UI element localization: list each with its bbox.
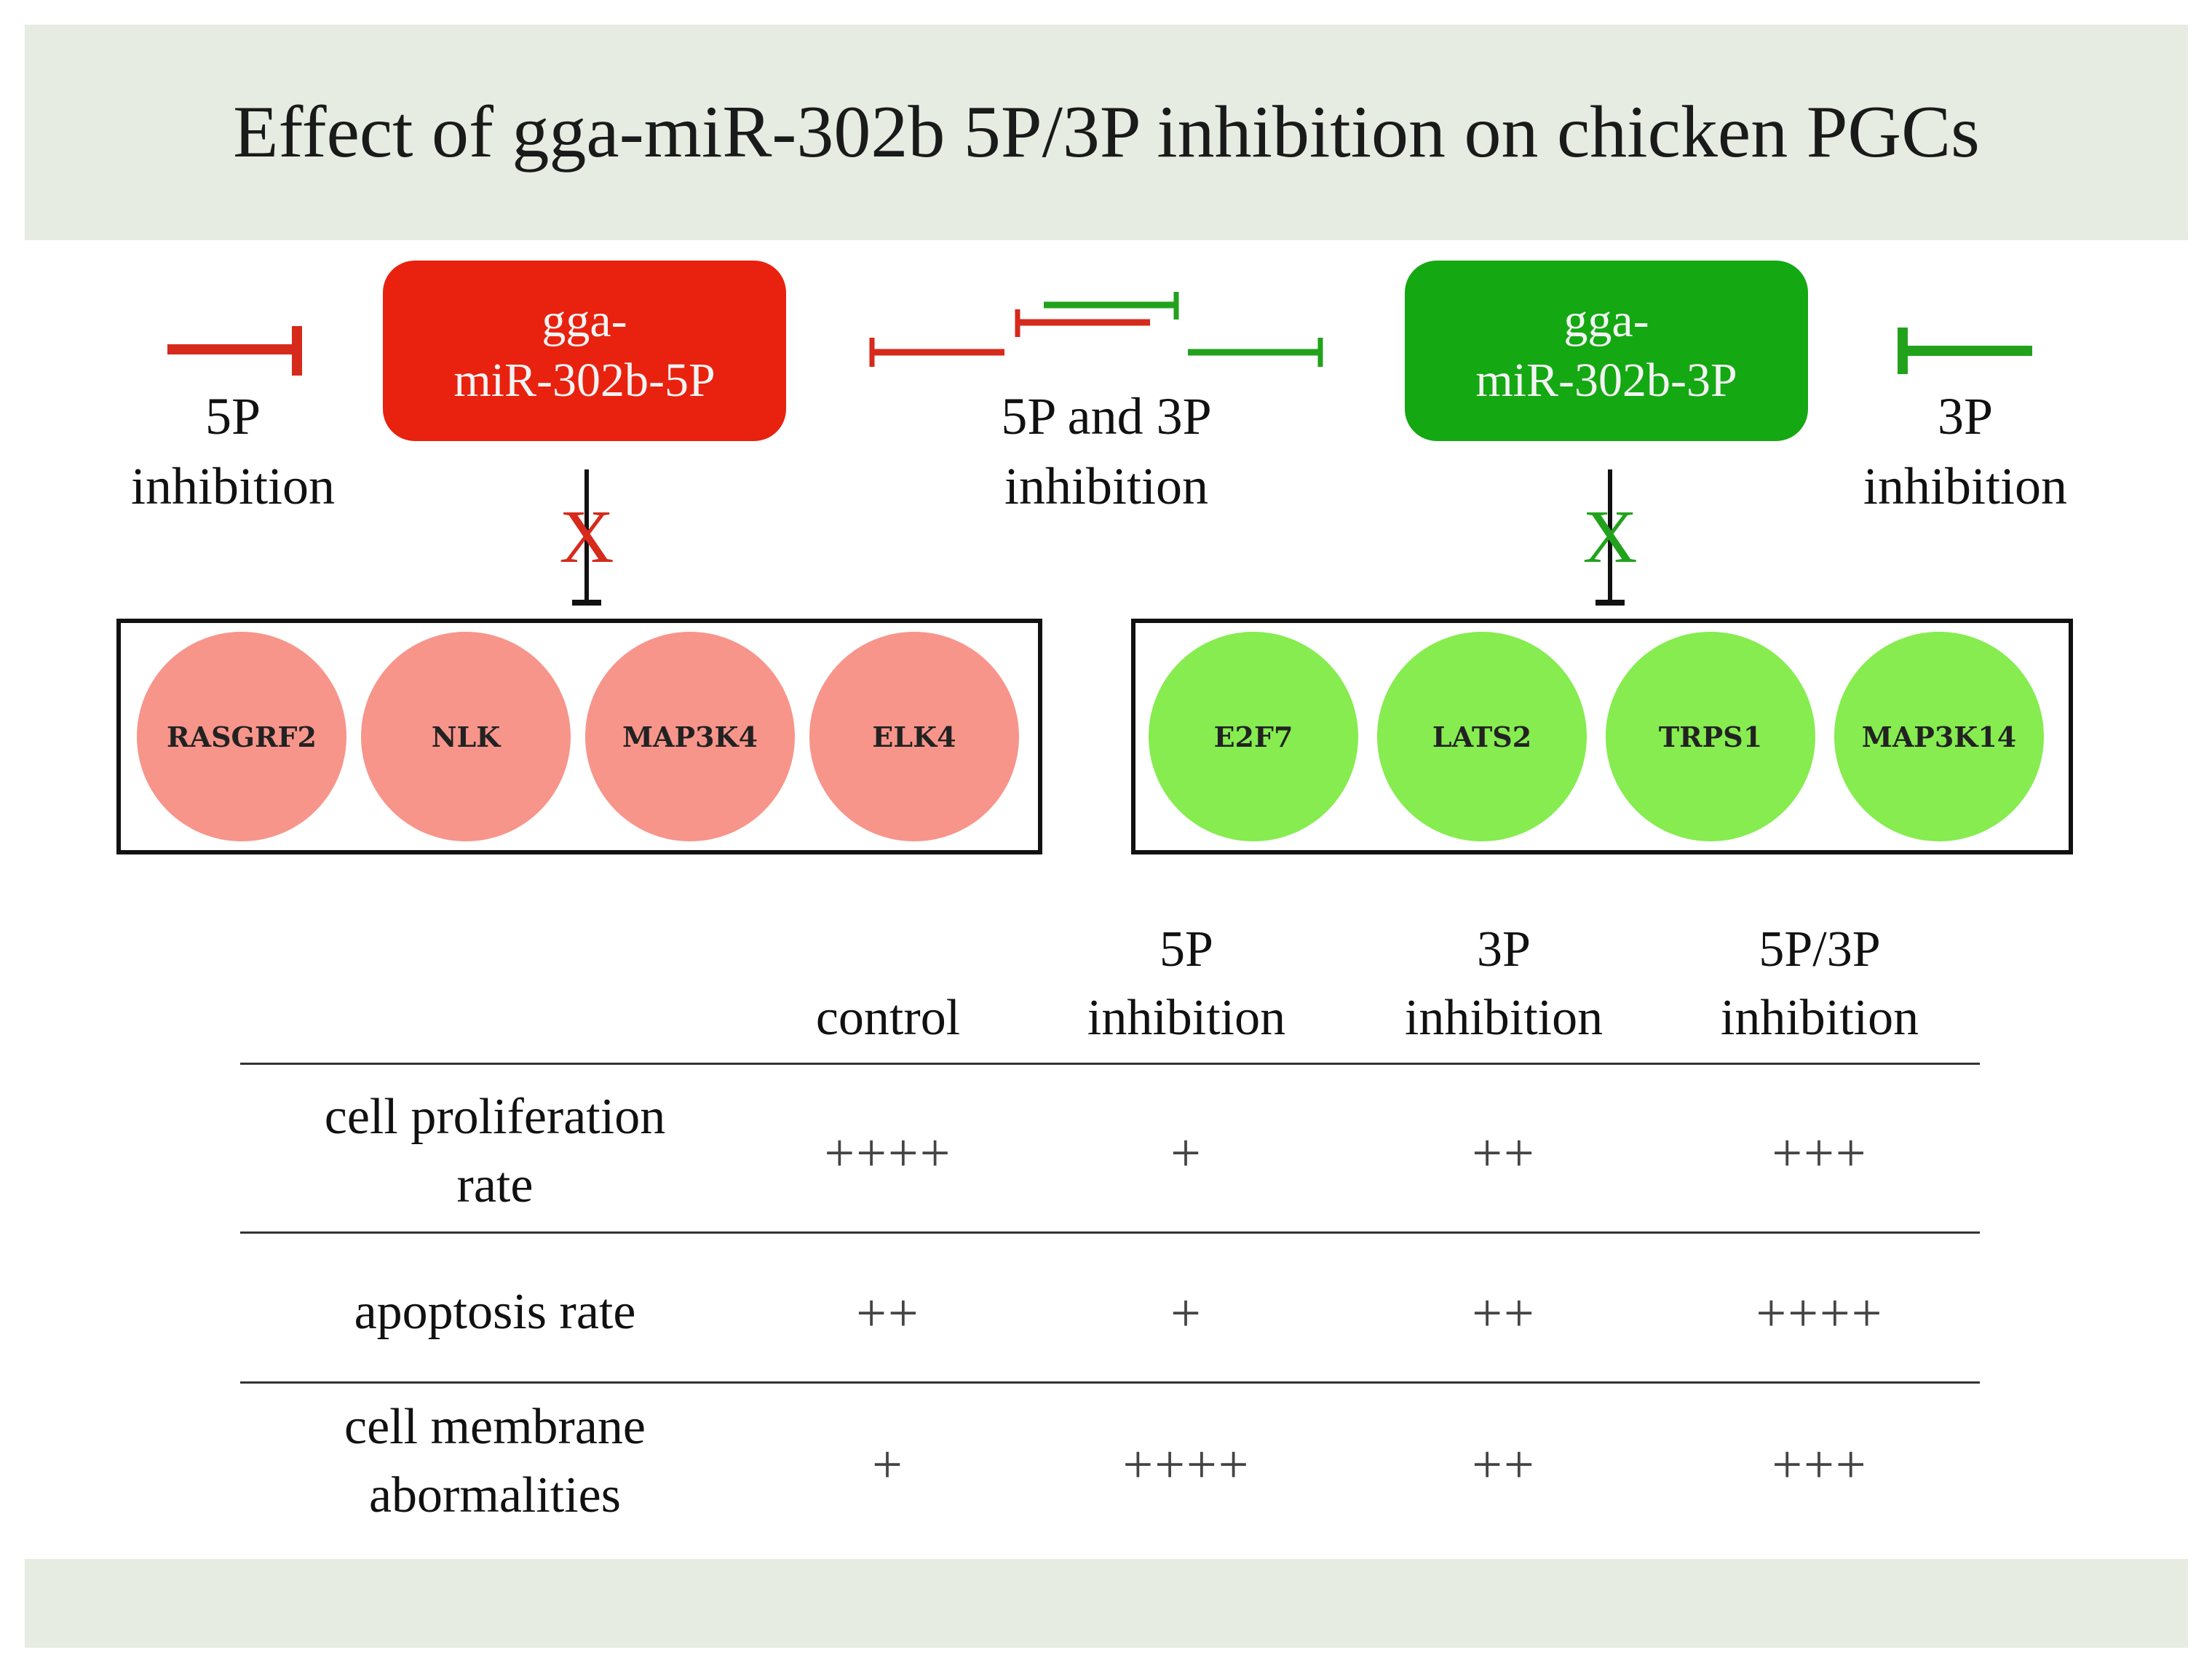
- label-5p-inhibition: 5P inhibition: [95, 381, 371, 521]
- gene-nlk: NLK: [361, 632, 571, 841]
- col-header-5p: 5P inhibition: [1034, 916, 1339, 1052]
- mirna-5p-line1: gga-: [542, 294, 627, 347]
- cross-mark-3p: X: [1582, 495, 1637, 579]
- mirna-3p-line1: gga-: [1563, 294, 1649, 347]
- label-combined-inhibition: 5P and 3P inhibition: [939, 381, 1274, 521]
- gene-map3k14: MAP3K14: [1834, 632, 2044, 841]
- mirna-5p-box: gga- miR-302b-5P: [383, 261, 786, 441]
- mirna-3p-line2: miR-302b-3P: [1475, 354, 1737, 407]
- gene-e2f7: E2F7: [1149, 632, 1358, 841]
- col-header-5p3p-line2: inhibition: [1720, 990, 1919, 1046]
- col-header-control-line2: control: [815, 990, 961, 1046]
- row-label-proliferation: cell proliferation rate: [247, 1083, 742, 1220]
- footer-banner: [25, 1559, 2188, 1648]
- col-header-5p-line2: inhibition: [1087, 990, 1286, 1046]
- repression-arrow-3p: [1595, 469, 1625, 606]
- label-combined-line2: inhibition: [1004, 457, 1209, 515]
- gene-elk4: ELK4: [809, 632, 1019, 841]
- mirna-3p-box: gga- miR-302b-3P: [1405, 261, 1808, 441]
- label-3p-line2: inhibition: [1863, 457, 2068, 515]
- table-cell: ++: [1472, 1124, 1536, 1183]
- row-label-membrane: cell membrane abormalities: [247, 1393, 742, 1530]
- table-rule: [240, 1381, 1980, 1384]
- table-cell: ++++: [824, 1124, 952, 1183]
- gene-lats2: LATS2: [1377, 632, 1587, 841]
- row-label-apoptosis: apoptosis rate: [247, 1278, 742, 1346]
- page-title: Effect of gga-miR-302b 5P/3P inhibition …: [233, 91, 1980, 173]
- row-label-proliferation-line1: cell proliferation: [324, 1089, 666, 1145]
- table-cell: +: [1170, 1124, 1202, 1183]
- table-cell: +++: [1772, 1124, 1868, 1183]
- label-3p-inhibition: 3P inhibition: [1827, 381, 2104, 521]
- table-rule: [240, 1063, 1980, 1065]
- mirna-5p-line2: miR-302b-5P: [453, 354, 715, 407]
- label-combined-line1: 5P and 3P: [1001, 387, 1212, 445]
- row-label-membrane-line1: cell membrane: [344, 1399, 646, 1455]
- col-header-control-line1: [772, 916, 1004, 984]
- cross-mark-5p: X: [559, 495, 614, 579]
- repression-arrow-5p: [572, 469, 601, 606]
- gene-map3k4: MAP3K4: [585, 632, 795, 841]
- title-banner: Effect of gga-miR-302b 5P/3P inhibition …: [25, 25, 2188, 240]
- col-header-3p: 3P inhibition: [1351, 916, 1657, 1052]
- table-cell: ++: [1472, 1284, 1536, 1344]
- col-header-5p3p-line1: 5P/3P: [1759, 921, 1881, 977]
- table-cell: +: [872, 1435, 904, 1495]
- col-header-5p-line1: 5P: [1159, 921, 1213, 977]
- table-cell: +: [1170, 1284, 1202, 1344]
- target-genes-5p-box: [116, 619, 1042, 854]
- inhibitor-3p-symbol: [1898, 328, 2032, 374]
- table-cell: ++++: [1122, 1435, 1250, 1495]
- target-genes-3p-box: [1131, 619, 2073, 854]
- table-cell: ++: [856, 1284, 920, 1344]
- inhibitor-combined-symbol: [869, 292, 1323, 367]
- col-header-5p3p: 5P/3P inhibition: [1667, 916, 1973, 1052]
- label-3p-line1: 3P: [1937, 387, 1994, 445]
- label-5p-line2: inhibition: [130, 457, 336, 515]
- col-header-3p-line1: 3P: [1477, 921, 1531, 977]
- table-cell: +++: [1772, 1435, 1868, 1495]
- table-rule: [240, 1231, 1980, 1234]
- gene-rasgrf2: RASGRF2: [137, 632, 346, 841]
- row-label-apoptosis-text: apoptosis rate: [354, 1284, 636, 1340]
- label-5p-line1: 5P: [205, 387, 261, 445]
- table-cell: ++: [1472, 1435, 1536, 1495]
- col-header-3p-line2: inhibition: [1404, 990, 1603, 1046]
- gene-trps1: TRPS1: [1606, 632, 1815, 841]
- row-label-proliferation-line2: rate: [456, 1157, 534, 1213]
- table-cell: ++++: [1756, 1284, 1884, 1344]
- inhibitor-5p-symbol: [167, 326, 302, 376]
- row-label-membrane-line2: abormalities: [368, 1467, 621, 1523]
- col-header-control: control: [772, 916, 1004, 1052]
